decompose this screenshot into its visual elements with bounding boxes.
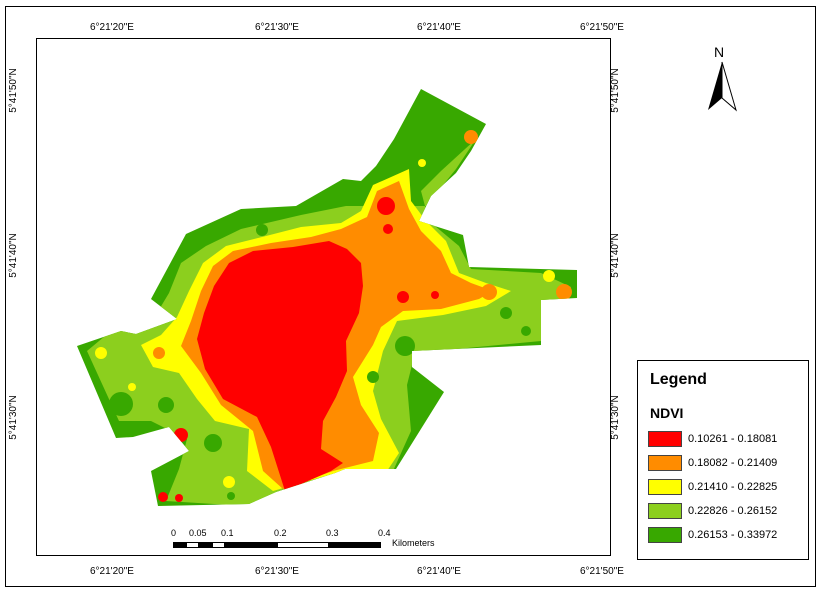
legend-swatch [648, 479, 682, 495]
left-tick-2: 5°41'40"N [7, 233, 19, 278]
legend-item-label: 0.22826 - 0.26152 [688, 505, 778, 517]
legend-item-label: 0.18082 - 0.21409 [688, 457, 778, 469]
legend-item-label: 0.21410 - 0.22825 [688, 481, 778, 493]
right-tick-2: 5°41'40"N [609, 233, 621, 278]
right-tick-3: 5°41'30"N [609, 395, 621, 440]
north-arrow: N [700, 44, 744, 118]
legend-title: Legend [650, 371, 707, 388]
legend-swatch [648, 527, 682, 543]
scale-label: 0.2 [274, 528, 287, 538]
scale-label: 0.3 [326, 528, 339, 538]
legend-swatch [648, 503, 682, 519]
legend-item: 0.10261 - 0.18081 [648, 429, 777, 449]
legend-item: 0.21410 - 0.22825 [648, 477, 777, 497]
ndvi-map [77, 89, 577, 506]
scale-segment [212, 542, 225, 548]
map-layout-frame [5, 6, 816, 587]
left-tick-1: 5°41'50"N [7, 68, 19, 113]
scale-label: 0 [171, 528, 177, 538]
scale-segment [199, 542, 212, 548]
scale-segment [329, 542, 381, 548]
scale-bar: 0 0.05 0.1 0.2 0.3 0.4 Kilometers [170, 528, 460, 558]
scale-segment [225, 542, 277, 548]
top-tick-2: 6°21'30"E [255, 22, 299, 33]
bottom-tick-3: 6°21'40"E [417, 566, 461, 577]
top-tick-4: 6°21'50"E [580, 22, 624, 33]
north-arrow-icon [708, 61, 737, 112]
legend-field-name: NDVI [650, 405, 684, 421]
legend-swatch [648, 431, 682, 447]
scale-segment [277, 542, 329, 548]
bottom-tick-1: 6°21'20"E [90, 566, 134, 577]
ndvi-class-1-zone [197, 241, 363, 491]
ndvi-small-patches [95, 129, 572, 502]
legend-item-label: 0.26153 - 0.33972 [688, 529, 778, 541]
scale-segment [173, 542, 186, 548]
scale-segment [186, 542, 199, 548]
legend-swatch [648, 455, 682, 471]
legend-item: 0.26153 - 0.33972 [648, 525, 777, 545]
right-tick-1: 5°41'50"N [609, 68, 621, 113]
legend-item: 0.22826 - 0.26152 [648, 501, 777, 521]
north-label: N [714, 44, 725, 60]
map-frame [36, 38, 611, 556]
left-tick-3: 5°41'30"N [7, 395, 19, 440]
bottom-tick-4: 6°21'50"E [580, 566, 624, 577]
legend-panel: Legend NDVI 0.10261 - 0.18081 0.18082 - … [637, 360, 809, 560]
legend-item: 0.18082 - 0.21409 [648, 453, 777, 473]
scale-label: 0.1 [221, 528, 234, 538]
scale-label: 0.05 [189, 528, 207, 538]
scale-unit: Kilometers [392, 538, 435, 548]
bottom-tick-2: 6°21'30"E [255, 566, 299, 577]
top-tick-3: 6°21'40"E [417, 22, 461, 33]
top-tick-1: 6°21'20"E [90, 22, 134, 33]
scale-label: 0.4 [378, 528, 391, 538]
legend-item-label: 0.10261 - 0.18081 [688, 433, 778, 445]
